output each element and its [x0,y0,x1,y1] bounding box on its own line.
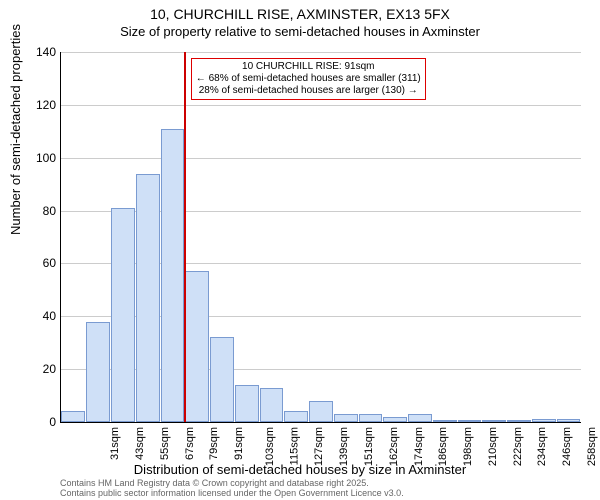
x-tick-label: 246sqm [561,427,573,466]
footer-line1: Contains HM Land Registry data © Crown c… [60,478,404,488]
plot-area: 10 CHURCHILL RISE: 91sqm ← 68% of semi-d… [60,52,581,423]
chart-title: 10, CHURCHILL RISE, AXMINSTER, EX13 5FX … [0,0,600,40]
x-tick-label: 139sqm [338,427,350,466]
y-tick-label: 40 [43,309,56,323]
x-tick-label: 43sqm [134,427,146,460]
bar [408,414,432,422]
bar [359,414,383,422]
y-tick-label: 20 [43,362,56,376]
x-tick-label: 127sqm [314,427,326,466]
x-tick-label: 55sqm [159,427,171,460]
annotation-line3: 28% of semi-detached houses are larger (… [196,85,421,97]
y-tick-label: 140 [36,45,56,59]
y-tick-label: 120 [36,98,56,112]
bar [557,419,581,422]
x-tick-label: 222sqm [512,427,524,466]
bar [235,385,259,422]
x-tick-label: 210sqm [487,427,499,466]
bar [260,388,284,422]
x-tick-label: 198sqm [462,427,474,466]
x-tick-label: 67sqm [184,427,196,460]
bar [309,401,333,422]
bar [185,271,209,422]
y-tick-label: 80 [43,204,56,218]
title-line1: 10, CHURCHILL RISE, AXMINSTER, EX13 5FX [0,6,600,24]
chart-container: { "title_line1":"10, CHURCHILL RISE, AXM… [0,0,600,500]
y-axis-label: Number of semi-detached properties [8,24,23,235]
x-tick-label: 115sqm [288,427,300,465]
footer-line2: Contains public sector information licen… [60,488,404,498]
x-tick-label: 91sqm [233,427,245,460]
bar [161,129,185,422]
x-tick-label: 162sqm [388,427,400,466]
x-axis-label: Distribution of semi-detached houses by … [0,462,600,477]
x-tick-label: 79sqm [208,427,220,460]
x-tick-label: 103sqm [264,427,276,466]
bar [383,417,407,422]
y-tick-label: 0 [49,415,56,429]
bar [86,322,110,422]
bar [284,411,308,422]
bar [61,411,85,422]
bar [111,208,135,422]
bar [210,337,234,422]
x-tick-label: 186sqm [437,427,449,466]
bar [136,174,160,422]
annotation-line1: 10 CHURCHILL RISE: 91sqm [196,61,421,73]
annotation-box: 10 CHURCHILL RISE: 91sqm ← 68% of semi-d… [191,58,426,100]
x-tick-label: 174sqm [413,427,425,466]
x-tick-label: 234sqm [536,427,548,466]
x-tick-label: 31sqm [109,427,121,460]
bar [334,414,358,422]
bar [458,420,482,422]
title-line2: Size of property relative to semi-detach… [0,24,600,40]
bar [433,420,457,422]
y-tick-label: 60 [43,256,56,270]
bars-group [61,52,581,422]
annotation-line2: ← 68% of semi-detached houses are smalle… [196,73,421,85]
x-tick-label: 151sqm [363,427,375,466]
y-tick-label: 100 [36,151,56,165]
footer-attribution: Contains HM Land Registry data © Crown c… [60,478,404,499]
bar [507,420,531,422]
bar [482,420,506,422]
bar [532,419,556,422]
reference-line [184,52,186,422]
x-tick-label: 258sqm [586,427,598,466]
